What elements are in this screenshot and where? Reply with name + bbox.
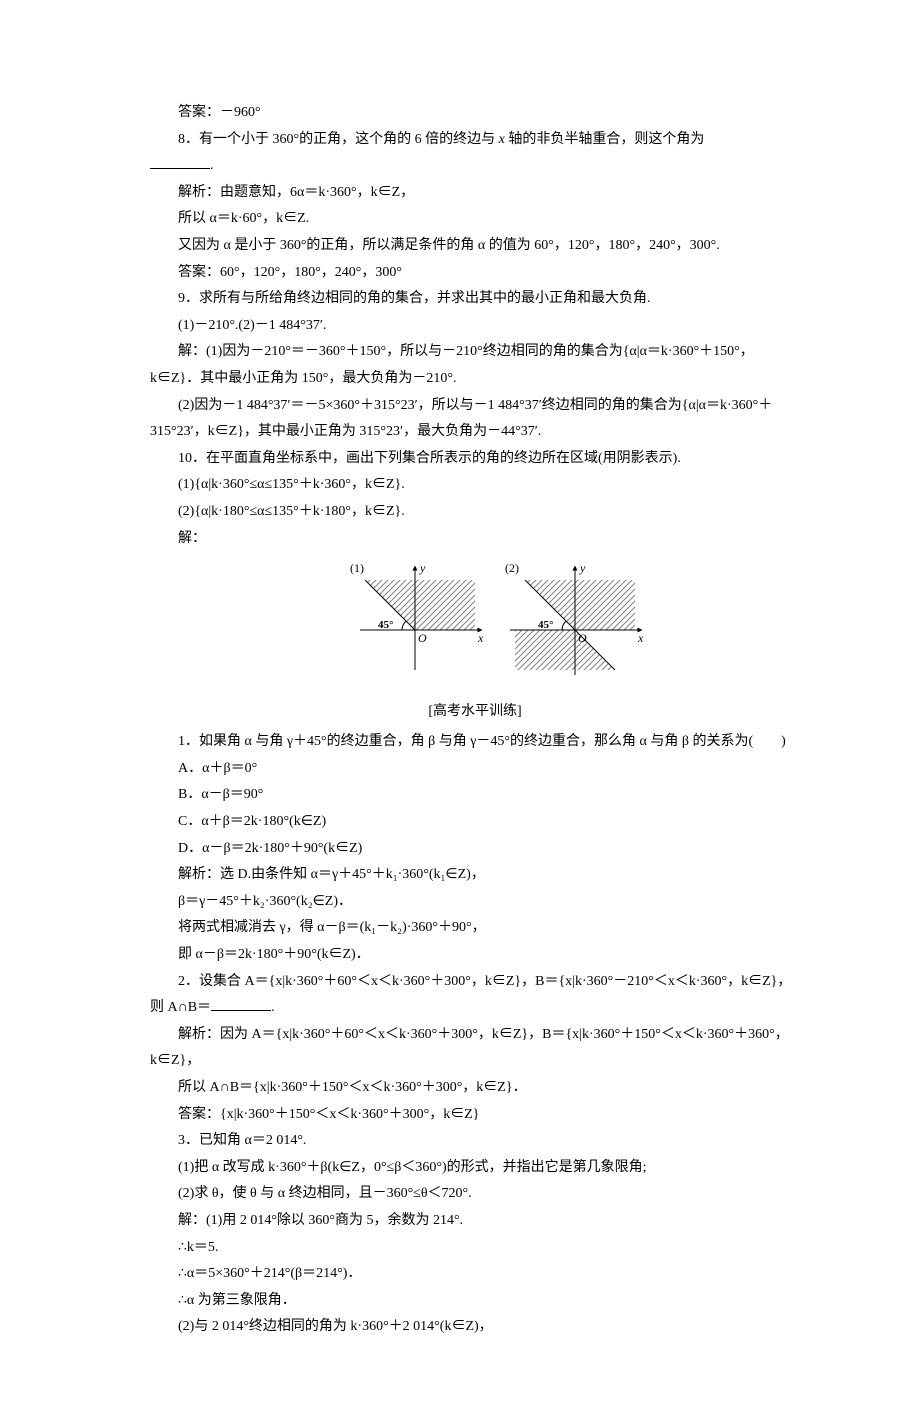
fig2-label: (2) [505,561,519,575]
problem-8: 8．有一个小于 360°的正角，这个角的 6 倍的终边与 x 轴的非负半轴重合，… [150,127,800,154]
answer-text: 答案：－960° [150,100,800,127]
x-label-2: x [637,631,644,645]
origin-label-2: O [578,631,587,645]
origin-label-1: O [418,631,427,645]
solution: 解：(1)用 2 014°除以 360°商为 5，余数为 214°. [150,1208,800,1235]
problem-10: 10．在平面直角坐标系中，画出下列集合所表示的角的终边所在区域(用阴影表示). [150,446,800,473]
figure-container: (1) 45° y x O (2) 45° y x O [150,560,800,691]
text: (2)与 2 014°终边相同的角为 k·360°＋2 014°(k∈Z)， [150,1314,800,1341]
option-d: D．α－β＝2k·180°＋90°(k∈Z) [150,836,800,863]
text: ∴α 为第三象限角． [150,1288,800,1315]
text: (2)求 θ，使 θ 与 α 终边相同，且－360°≤θ＜720°. [150,1181,800,1208]
section-title: [高考水平训练] [150,699,800,726]
problem-2: 2．设集合 A＝{x|k·360°＋60°＜x＜k·360°＋300°，k∈Z}… [150,969,800,1022]
text: 解： [150,526,800,553]
y-label-2: y [579,561,586,575]
fill-blank [211,996,271,1011]
text: 又因为 α 是小于 360°的正角，所以满足条件的角 α 的值为 60°，120… [150,233,800,260]
text: β＝γ－45°＋k₂·360°(k₂∈Z)． [150,889,800,916]
text: 即 α－β＝2k·180°＋90°(k∈Z)． [150,942,800,969]
text: ∴α＝5×360°＋214°(β＝214°)． [150,1261,800,1288]
fill-blank [150,154,210,169]
text: ∴k＝5. [150,1235,800,1262]
text: 所以 A∩B＝{x|k·360°＋150°＜x＜k·360°＋300°，k∈Z}… [150,1075,800,1102]
text: (1)把 α 改写成 k·360°＋β(k∈Z，0°≤β＜360°)的形式，并指… [150,1155,800,1182]
y-label-1: y [419,561,426,575]
analysis: 解析：选 D.由条件知 α＝γ＋45°＋k₁·360°(k₁∈Z)， [150,862,800,889]
text: 所以 α＝k·60°，k∈Z. [150,206,800,233]
answer-text: 答案：{x|k·360°＋150°＜x＜k·360°＋300°，k∈Z} [150,1102,800,1129]
solution: 解：(1)因为－210°＝－360°＋150°，所以与－210°终边相同的角的集… [150,339,800,392]
answer-text: 答案：60°，120°，180°，240°，300° [150,260,800,287]
option-a: A．α＋β＝0° [150,756,800,783]
blank-line: . [150,153,800,180]
x-label-1: x [477,631,484,645]
analysis: 解析：由题意知，6α＝k·360°，k∈Z， [150,180,800,207]
text: (1)－210°.(2)－1 484°37′. [150,313,800,340]
analysis: 解析：因为 A＝{x|k·360°＋60°＜x＜k·360°＋300°，k∈Z}… [150,1022,800,1075]
angle-label-1: 45° [378,619,393,631]
text: 将两式相减消去 γ，得 α－β＝(k₁－k₂)·360°＋90°， [150,915,800,942]
text: 8．有一个小于 360°的正角，这个角的 6 倍的终边与 [178,132,499,147]
problem-1: 1．如果角 α 与角 γ＋45°的终边重合，角 β 与角 γ－45°的终边重合，… [150,729,800,756]
fig1-label: (1) [350,561,364,575]
text: 轴的非负半轴重合，则这个角为 [505,132,705,147]
option-b: B．α－β＝90° [150,782,800,809]
angle-diagrams: (1) 45° y x O (2) 45° y x O [305,560,645,680]
text: (2){α|k·180°≤α≤135°＋k·180°，k∈Z}. [150,499,800,526]
problem-3: 3．已知角 α＝2 014°. [150,1128,800,1155]
text: (2)因为－1 484°37′＝－5×360°＋315°23′，所以与－1 48… [150,393,800,446]
problem-9: 9．求所有与所给角终边相同的角的集合，并求出其中的最小正角和最大负角. [150,286,800,313]
angle-label-2: 45° [538,619,553,631]
option-c: C．α＋β＝2k·180°(k∈Z) [150,809,800,836]
text: (1){α|k·360°≤α≤135°＋k·360°，k∈Z}. [150,472,800,499]
